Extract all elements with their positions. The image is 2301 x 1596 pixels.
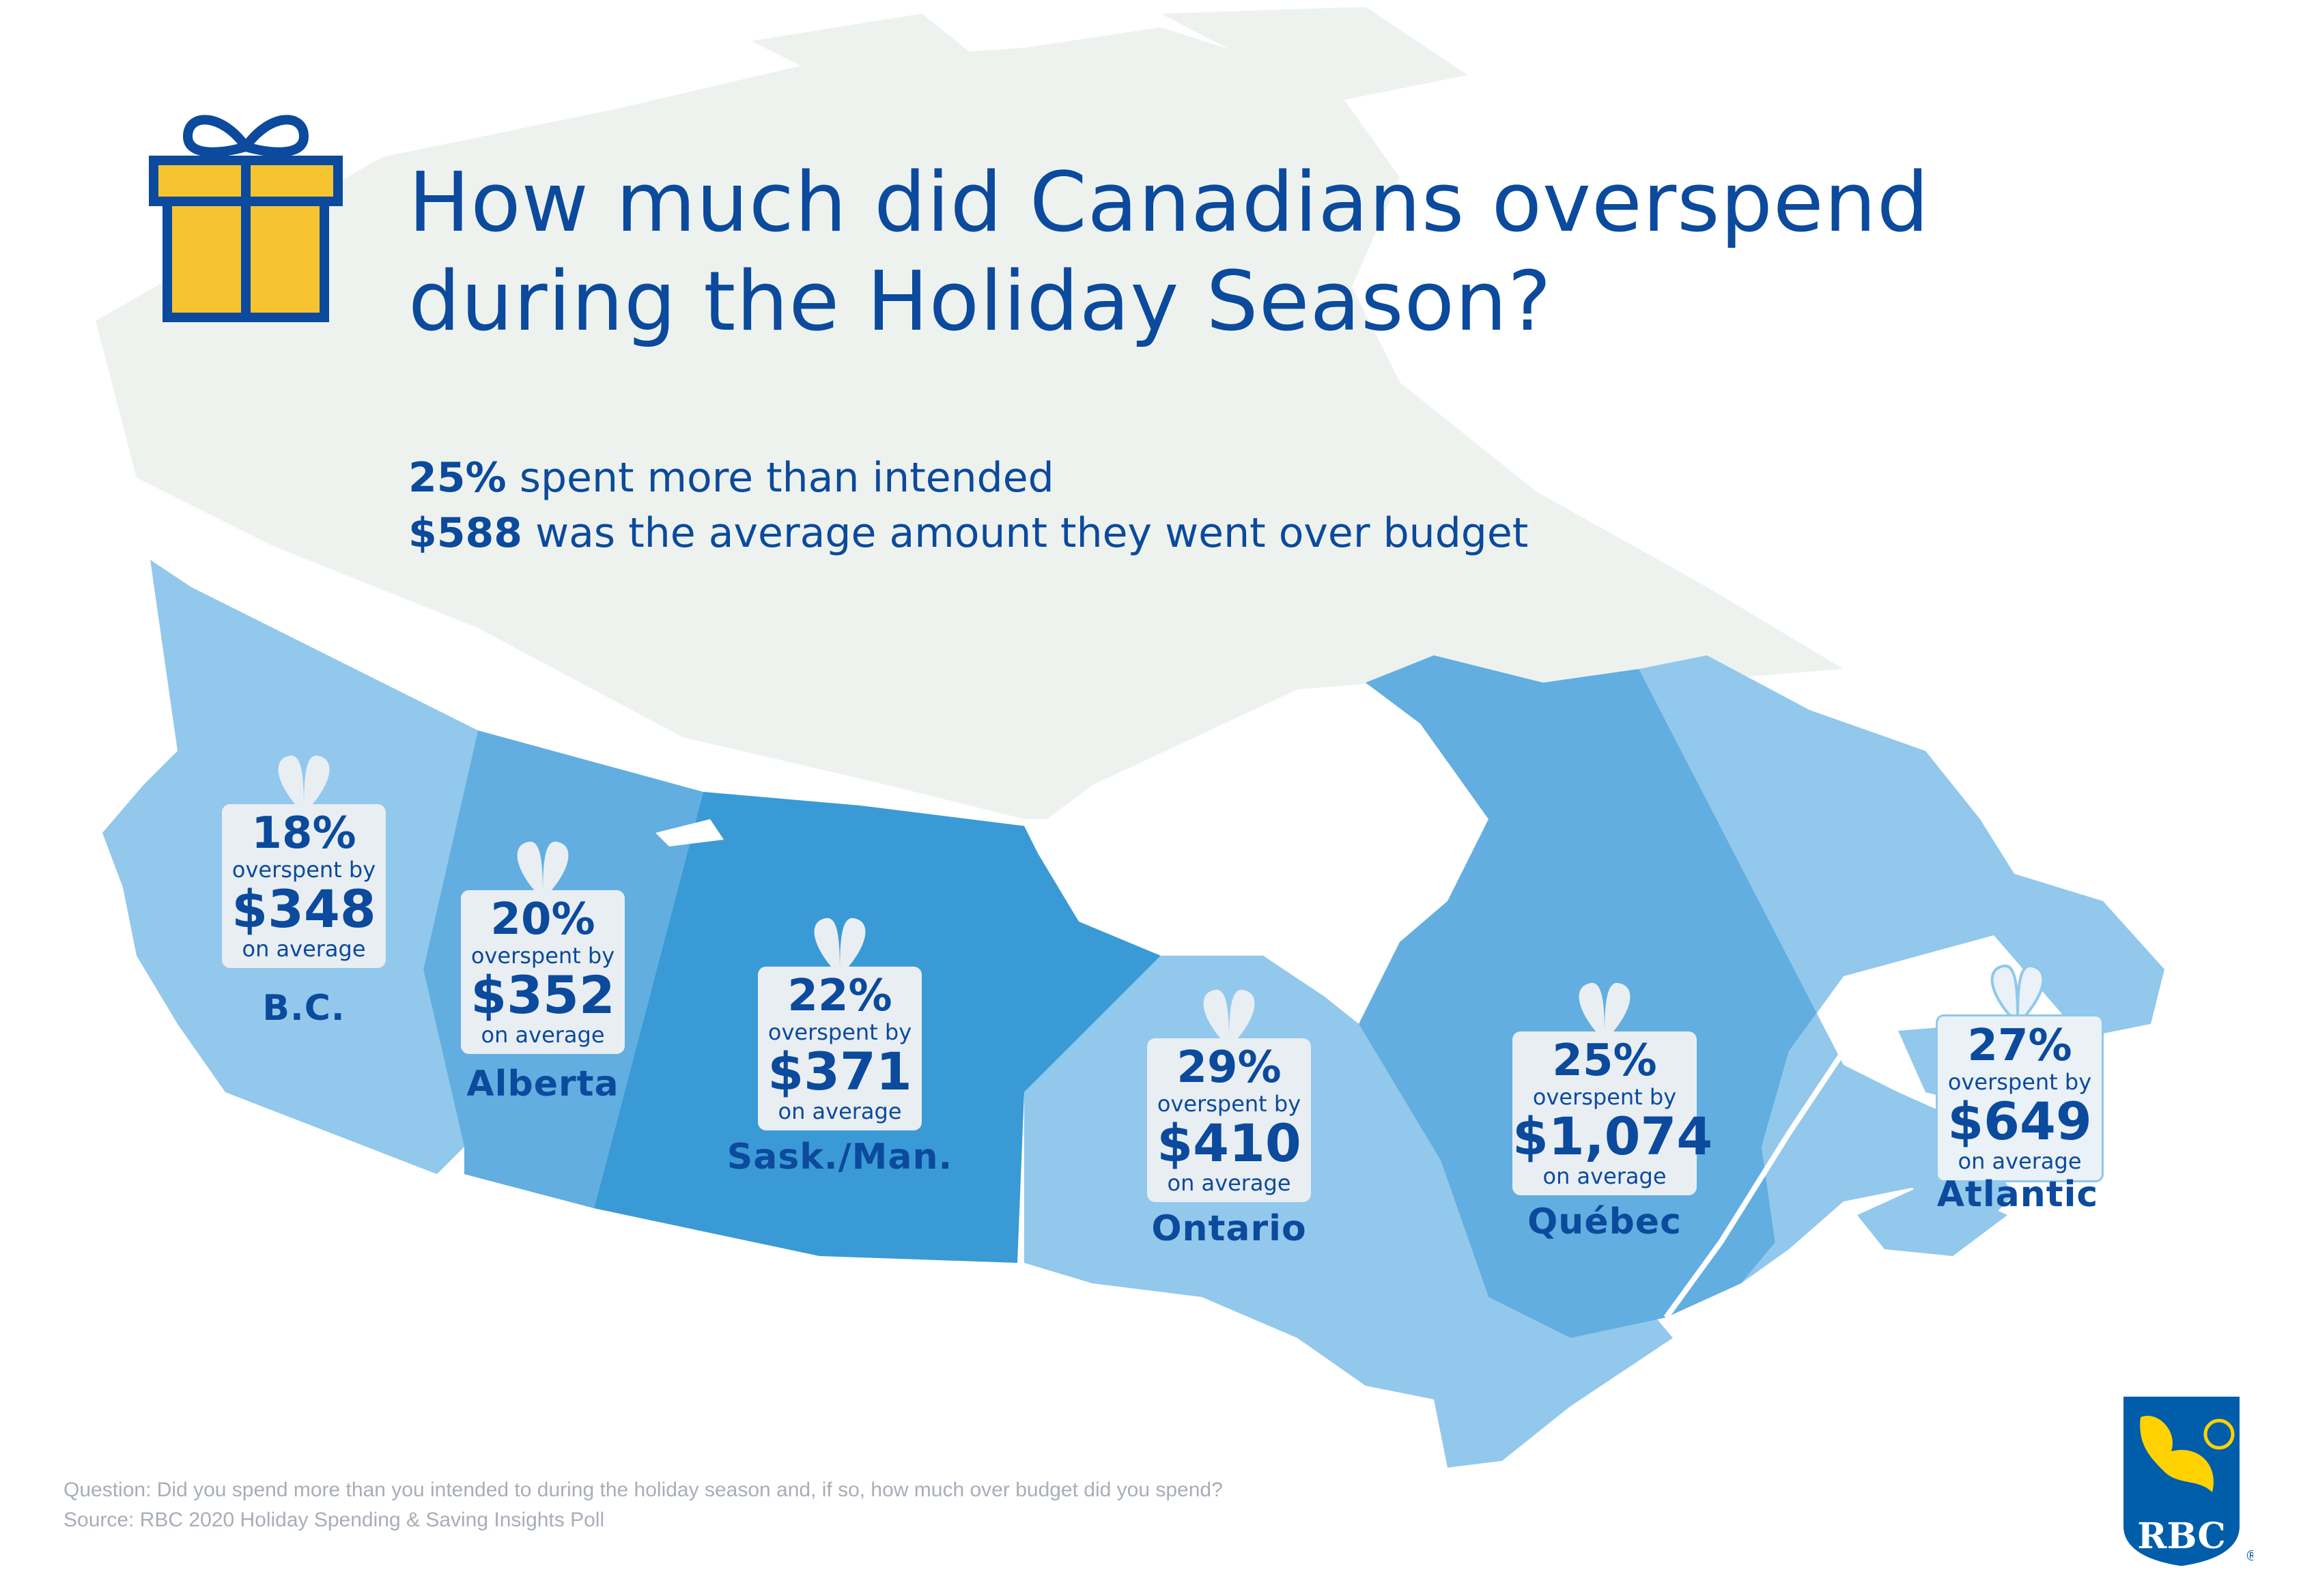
label-overspent: overspent by (231, 857, 376, 883)
bow-icon (1203, 989, 1255, 1048)
region-amount: $410 (1157, 1113, 1301, 1173)
footer-question: Question: Did you spend more than you in… (63, 1479, 1223, 1501)
st-lawrence-river (1663, 1049, 1846, 1320)
stat-card: 27% overspent by $649 on average (1936, 1014, 2104, 1182)
rbc-logo: RBC ® (2123, 1397, 2253, 1566)
rbc-registered-mark: ® (2245, 1548, 2253, 1564)
region-name: Sask./Man. (726, 1137, 953, 1178)
stat-average-over: $588 was the average amount they went ov… (408, 509, 1528, 557)
label-on-average: on average (1958, 1148, 2082, 1174)
region-percent: 18% (251, 808, 356, 859)
northern-territories (96, 7, 1844, 819)
label-overspent: overspent by (1532, 1084, 1677, 1110)
title-line-1: How much did Canadians overspend (408, 156, 1930, 251)
region-name: Québec (1527, 1201, 1682, 1242)
label-on-average: on average (778, 1098, 902, 1124)
region-name: Atlantic (1936, 1174, 2099, 1215)
region-name: Ontario (1151, 1208, 1307, 1249)
label-overspent: overspent by (767, 1019, 912, 1045)
label-on-average: on average (1542, 1163, 1667, 1189)
bow-icon (278, 755, 330, 814)
region-percent: 20% (490, 894, 595, 945)
stat-card: 22% overspent by $371 on average (758, 967, 922, 1130)
region-amount: $348 (231, 879, 376, 939)
region-atlantic (1639, 655, 2164, 1283)
stat-text: spent more than intended (506, 454, 1054, 502)
region-amount: $1,074 (1512, 1106, 1713, 1167)
region-percent: 25% (1552, 1036, 1657, 1086)
bow-icon (1990, 964, 2045, 1027)
label-overspent: overspent by (1157, 1091, 1301, 1117)
region-amount: $352 (470, 965, 615, 1025)
title-line-2: during the Holiday Season? (408, 255, 1552, 350)
stat-card: 29% overspent by $410 on average (1147, 1038, 1311, 1202)
stat-text: was the average amount they went over bu… (522, 509, 1529, 557)
label-overspent: overspent by (470, 943, 615, 969)
footer-source: Source: RBC 2020 Holiday Spending & Savi… (63, 1509, 605, 1531)
bow-icon (1579, 982, 1631, 1041)
stat-spent-more: 25% spent more than intended (408, 454, 1054, 502)
stat-value: 25% (408, 454, 507, 502)
label-on-average: on average (481, 1022, 605, 1048)
region-name: B.C. (262, 988, 345, 1029)
nova-scotia (1857, 1181, 2007, 1256)
stat-card: 25% overspent by $1,074 on average (1512, 1031, 1713, 1195)
region-percent: 27% (1967, 1021, 2072, 1071)
stat-card: 18% overspent by $348 on average (222, 804, 386, 968)
bow-icon (814, 917, 866, 976)
rbc-logo-text: RBC (2137, 1515, 2226, 1557)
stat-value: $588 (408, 509, 522, 557)
page-title: How much did Canadians overspend during … (408, 154, 2115, 352)
gift-icon (149, 115, 343, 322)
bow-icon (517, 841, 569, 900)
region-percent: 29% (1176, 1042, 1282, 1093)
region-percent: 22% (787, 971, 892, 1021)
label-overspent: overspent by (1947, 1069, 2092, 1095)
region-amount: $649 (1947, 1091, 2092, 1152)
region-amount: $371 (767, 1041, 912, 1102)
label-on-average: on average (242, 936, 366, 962)
hudson-island (655, 819, 724, 846)
label-on-average: on average (1167, 1170, 1291, 1196)
hudson-bay (1038, 683, 1488, 1024)
stat-card: 20% overspent by $352 on average (461, 890, 625, 1054)
region-name: Alberta (466, 1064, 619, 1105)
